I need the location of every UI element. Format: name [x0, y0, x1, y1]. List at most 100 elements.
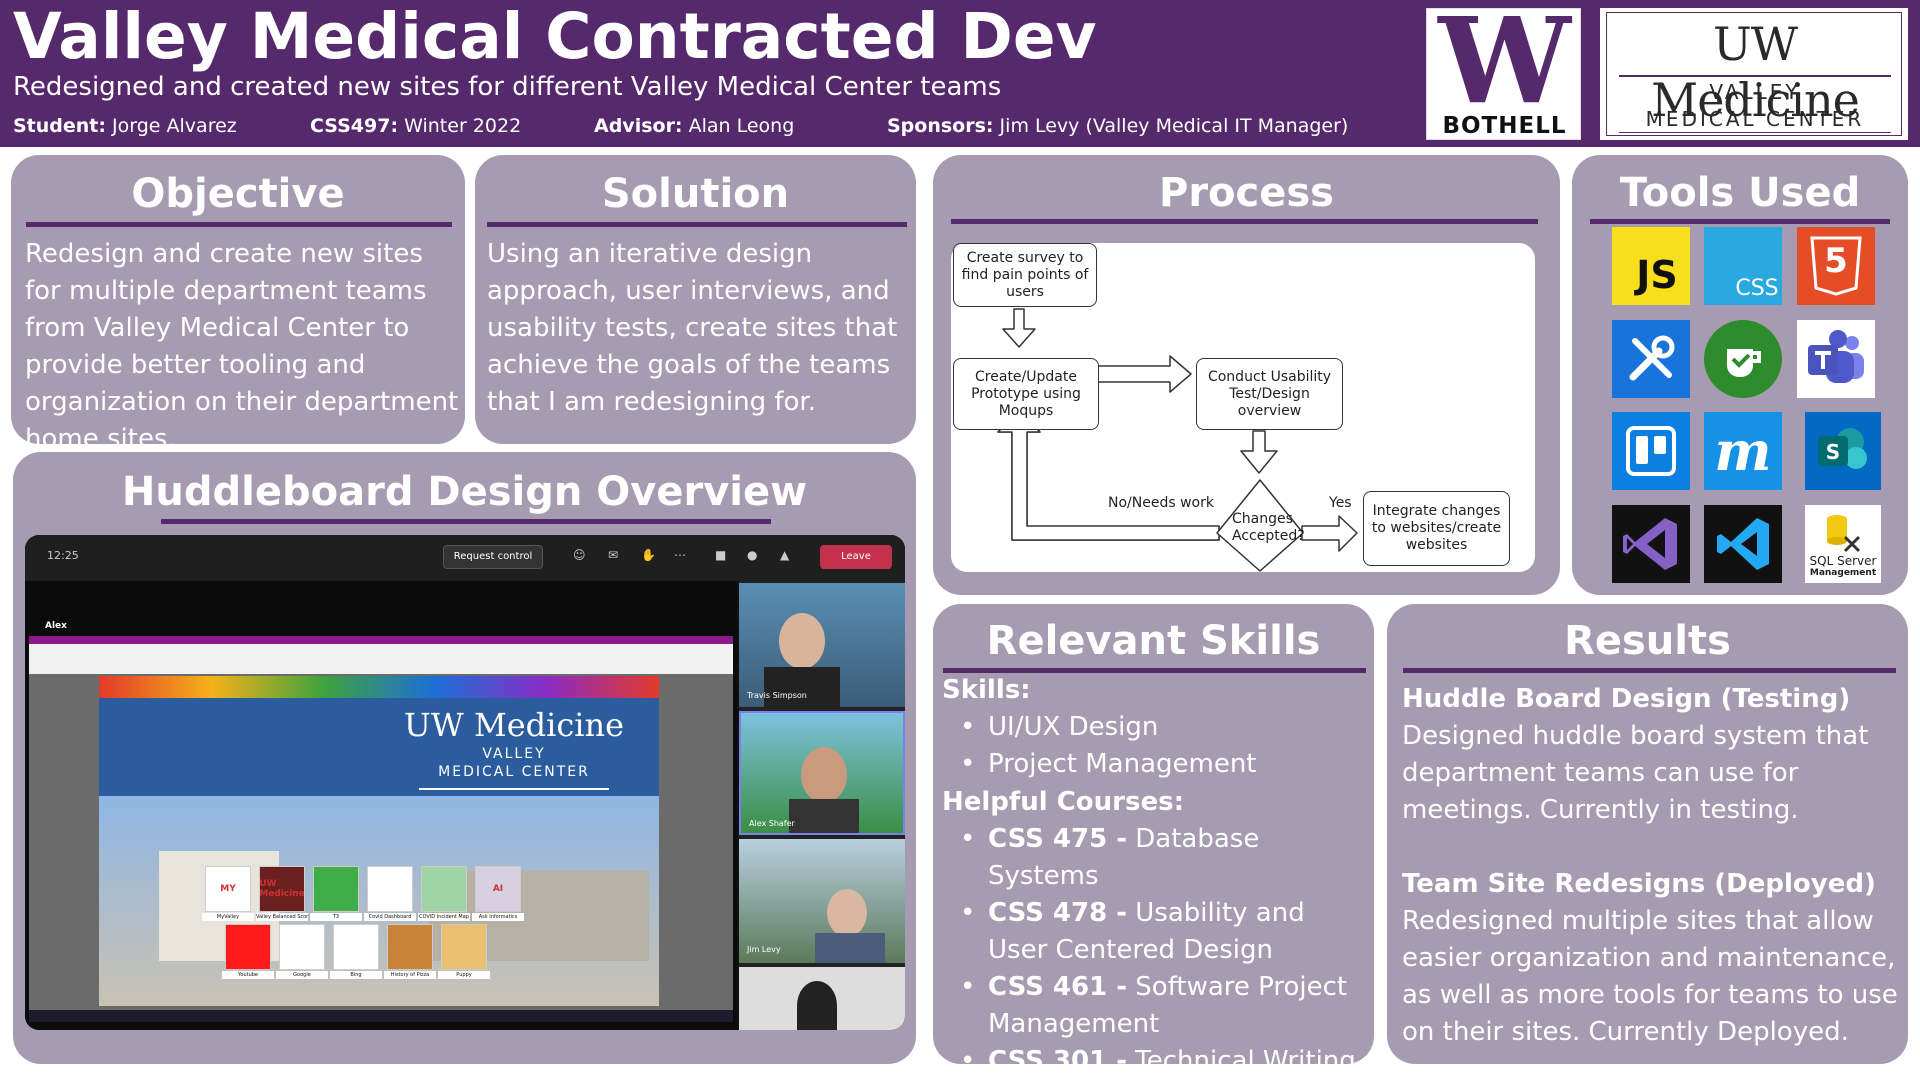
- skills-content: Skills: UI/UX Design Project Management …: [942, 672, 1372, 1080]
- request-control-button[interactable]: Request control: [443, 545, 543, 569]
- app-tile[interactable]: [421, 866, 467, 912]
- html5-icon: 5: [1797, 227, 1875, 305]
- skill-item: UI/UX Design: [942, 709, 1372, 746]
- cup-glyph: [1727, 349, 1761, 377]
- objective-title: Objective: [131, 171, 345, 217]
- camera-icon[interactable]: ■: [715, 548, 727, 562]
- sql-server-glyph: [1827, 514, 1861, 552]
- uw-medicine-text: UW Medicine: [1651, 17, 1860, 127]
- advisor-info: Advisor: Alan Leong: [594, 113, 794, 139]
- page-banner: [99, 676, 659, 698]
- app-tile[interactable]: MY: [205, 866, 251, 912]
- app-tile[interactable]: [313, 866, 359, 912]
- app-tile[interactable]: AI: [475, 866, 521, 912]
- results-content: Huddle Board Design (Testing) Designed h…: [1402, 681, 1902, 1051]
- decision-text: Changes Accepted?: [1232, 511, 1305, 544]
- app-tile[interactable]: [367, 866, 413, 912]
- sharepoint-glyph: S: [1818, 428, 1867, 469]
- courses-heading: Helpful Courses:: [942, 787, 1184, 817]
- participant-name-2: Alex Shafer: [749, 819, 795, 828]
- courses-list: CSS 475 - Database Systems CSS 478 - Usa…: [942, 821, 1372, 1080]
- app-tile[interactable]: UW Medicine: [259, 866, 305, 912]
- process-flowchart: Create survey to find pain points of use…: [951, 243, 1535, 572]
- label-yes: Yes: [1329, 495, 1352, 511]
- arrow-right-2: [1301, 515, 1358, 552]
- result-2-text: Redesigned multiple sites that allow eas…: [1402, 906, 1898, 1047]
- app-tile-label: AI: [492, 884, 504, 894]
- taskbar: [29, 1010, 733, 1022]
- participant-body: [764, 667, 840, 707]
- js-text: JS: [1636, 253, 1678, 297]
- tools-rule: [1590, 219, 1890, 224]
- logo-divider: [1619, 75, 1891, 77]
- chat-icon[interactable]: ✉: [608, 548, 619, 562]
- solution-title: Solution: [601, 171, 790, 217]
- node-survey: Create survey to find pain points of use…: [953, 243, 1097, 307]
- course-item: CSS 475 - Database Systems: [942, 821, 1372, 895]
- presenter-name: Alex: [45, 621, 67, 631]
- app-tile[interactable]: [441, 924, 487, 970]
- participant-face: [797, 981, 837, 1030]
- app-tile-caption: Covid Dashboard: [364, 913, 416, 921]
- reactions-icon[interactable]: ✋: [641, 548, 656, 562]
- slide-valley: VALLEY: [482, 746, 546, 762]
- slide-uw-medicine: UW Medicine: [403, 706, 625, 744]
- skills-heading: Skills:: [942, 675, 1031, 705]
- tools-title: Tools Used: [1619, 170, 1861, 216]
- course-name: Usability and User Centered Design: [988, 898, 1305, 965]
- app-tile-caption: Youtube: [222, 971, 274, 979]
- microphone-icon[interactable]: ●: [747, 548, 758, 562]
- arrow-down-2: [1240, 430, 1278, 474]
- app-tile[interactable]: [387, 924, 433, 970]
- course-item: CSS 478 - Usability and User Centered De…: [942, 895, 1372, 969]
- app-tile[interactable]: [225, 924, 271, 970]
- leave-button[interactable]: Leave: [820, 545, 892, 569]
- participant-body: [815, 933, 885, 963]
- huddleboard-title: Huddleboard Design Overview: [121, 469, 808, 515]
- advisor-name: Alan Leong: [682, 115, 795, 137]
- app-tile-caption: Google: [276, 971, 328, 979]
- app-tile-caption: Valley Balanced Scorecard: [256, 913, 308, 921]
- svg-text:S: S: [1826, 440, 1840, 464]
- sql-server-management-icon: SQL Server Management: [1805, 505, 1881, 583]
- app-tile[interactable]: [333, 924, 379, 970]
- app-tile-label: UW Medicine: [259, 879, 305, 899]
- vs-glyph: [1623, 518, 1677, 570]
- course-label: CSS497:: [310, 115, 399, 137]
- uw-bothell-logo: W BOTHELL: [1426, 2, 1581, 140]
- decision-diamond: [1216, 479, 1304, 572]
- node-integrate: Integrate changes to websites/create web…: [1363, 491, 1510, 566]
- arrow-loop-back-fill: [997, 410, 1220, 541]
- advisor-label: Advisor:: [594, 115, 683, 137]
- uw-medicine-logo-frame: UW Medicine VALLEY MEDICAL CENTER: [1606, 12, 1902, 136]
- skills-rule: [943, 668, 1366, 673]
- moqups-icon: m: [1704, 412, 1782, 490]
- app-tile-caption: T3: [310, 913, 362, 921]
- app-tile-caption: COVID Incident Map: [418, 913, 470, 921]
- course-code: CSS 478 -: [988, 898, 1128, 928]
- node-usability: Conduct Usability Test/Design overview: [1196, 358, 1343, 430]
- sql-management-text: Management: [1809, 567, 1877, 578]
- teams-toolbar: 12:25 Request control Leave ☺ ✉ ✋ ⋯ ■ ● …: [25, 535, 905, 581]
- people-icon[interactable]: ☺: [573, 548, 586, 562]
- more-icon[interactable]: ⋯: [674, 548, 686, 562]
- course-term: Winter 2022: [398, 115, 522, 137]
- course-code: CSS 461 -: [988, 972, 1128, 1002]
- skills-list: UI/UX Design Project Management: [942, 709, 1372, 783]
- app-tile-caption: Ask Informatics: [472, 913, 524, 921]
- coffee-cup-icon: [1704, 320, 1782, 398]
- app-tile[interactable]: [279, 924, 325, 970]
- skills-title: Relevant Skills: [986, 618, 1321, 664]
- huddleboard-page: UW Medicine VALLEY MEDICAL CENTER MY MyVa…: [99, 676, 659, 1006]
- poster-subtitle: Redesigned and created new sites for dif…: [13, 72, 1002, 102]
- valley-text: VALLEY: [1709, 80, 1801, 104]
- app-tile-caption: MyValley: [202, 913, 254, 921]
- microsoft-teams-icon: [1797, 320, 1875, 398]
- slide-medical-center: MEDICAL CENTER: [438, 764, 590, 780]
- participant-name-1: Travis Simpson: [747, 691, 807, 700]
- share-icon[interactable]: ▲: [780, 548, 790, 562]
- student-label: Student:: [13, 115, 106, 137]
- javascript-icon: JS: [1612, 227, 1690, 305]
- results-rule: [1403, 668, 1896, 673]
